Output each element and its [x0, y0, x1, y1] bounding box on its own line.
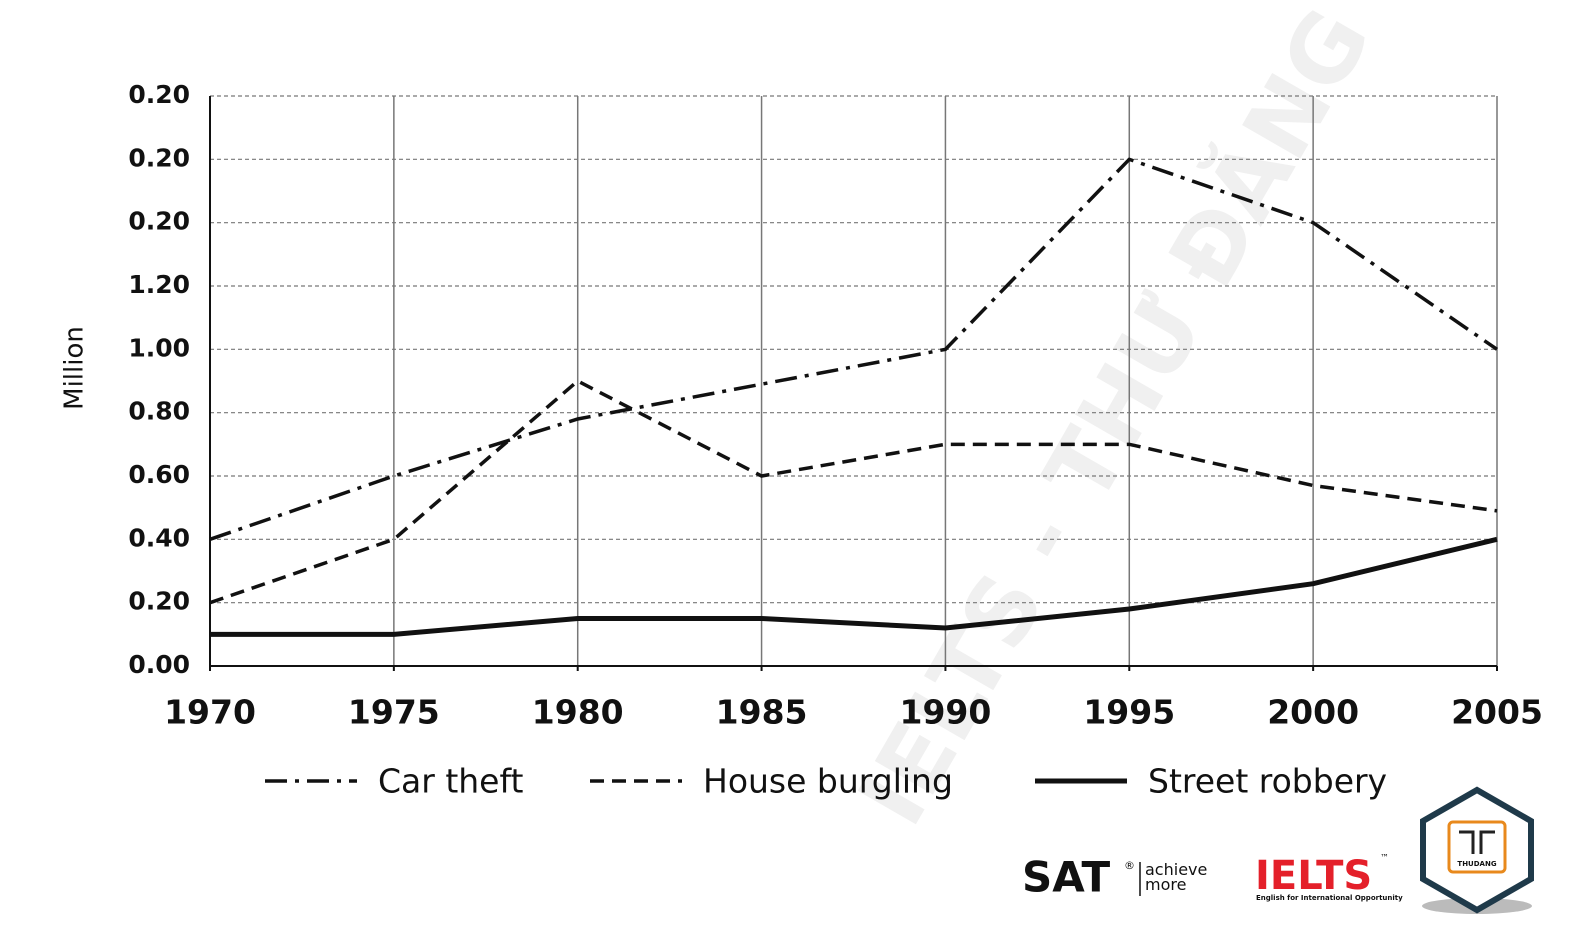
x-tick-label: 1985 — [716, 693, 808, 732]
series-line — [209, 157, 1498, 541]
badge-icon — [1459, 830, 1495, 854]
sat-mark: ® — [1124, 859, 1135, 872]
x-tick-label: 2000 — [1267, 693, 1359, 732]
x-tick-label: 1980 — [532, 693, 624, 732]
y-tick-label: 1.00 — [128, 333, 190, 362]
y-tick-label: 0.80 — [128, 397, 190, 426]
x-tick-label: 1995 — [1083, 693, 1175, 732]
logos: SAT ® achieve more IELTS ™ English for I… — [1022, 786, 1534, 914]
y-tick-label: 0.20 — [128, 207, 190, 236]
y-tick-label: 0.60 — [128, 460, 190, 489]
y-tick-label: 1.20 — [128, 270, 190, 299]
x-tick-label: 1970 — [164, 693, 256, 732]
sat-tagline-box: achieve more — [1145, 862, 1208, 894]
ielts-tagline: English for International Opportunity — [1256, 894, 1403, 902]
ielts-logo: IELTS — [1255, 853, 1372, 899]
badge-text: THUDANG — [1457, 860, 1496, 868]
series-line — [210, 536, 1498, 637]
y-tick-label: 0.20 — [128, 80, 190, 109]
sat-tagline: achieve more — [1145, 862, 1208, 894]
legend-label: Car theft — [378, 762, 524, 801]
y-axis-label: Million — [60, 326, 90, 410]
legend-label: House burgling — [703, 762, 953, 801]
ielts-mark: ™ — [1380, 854, 1389, 864]
badge-book — [1447, 820, 1507, 874]
y-tick-label: 0.20 — [128, 587, 190, 616]
x-tick-label: 1975 — [348, 693, 440, 732]
x-tick-label: 2005 — [1451, 693, 1543, 732]
series-line — [209, 378, 1498, 605]
y-tick-label: 0.20 — [128, 143, 190, 172]
sat-logo: SAT — [1022, 853, 1110, 902]
y-tick-label: 0.00 — [128, 650, 190, 679]
legend-label: Street robbery — [1148, 762, 1387, 801]
y-tick-label: 0.40 — [128, 523, 190, 552]
x-tick-label: 1990 — [899, 693, 991, 732]
